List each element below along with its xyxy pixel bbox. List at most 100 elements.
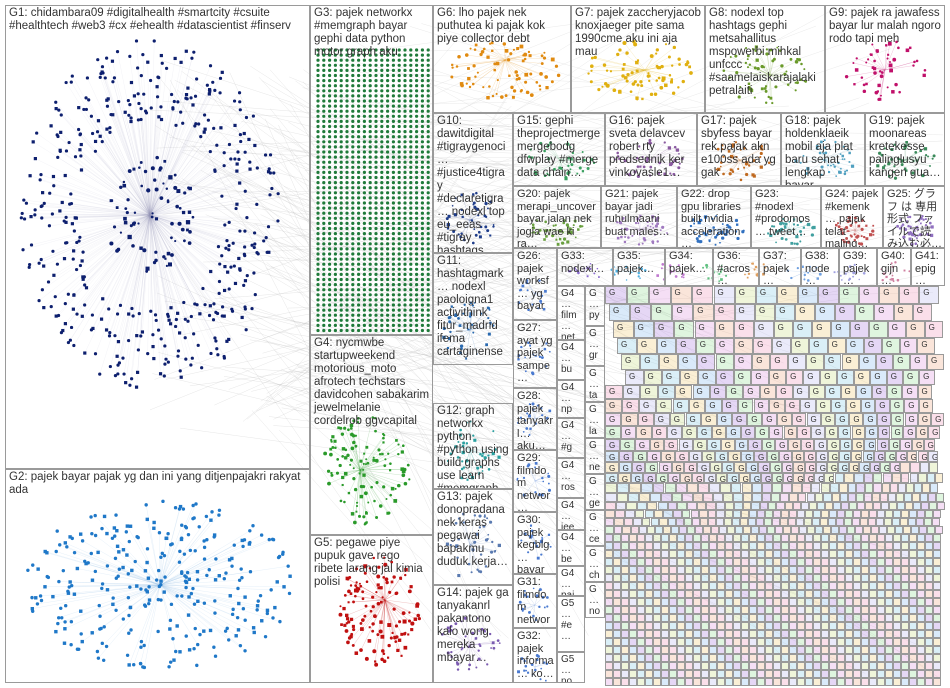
group-label-g60: G… no… [589, 584, 601, 617]
edge [302, 267, 734, 556]
edge [219, 301, 690, 425]
group-panel-g19: G19: pajek moonareas kretekesse palinglu… [865, 113, 945, 186]
group-panel-g20: G20: pajek merapi_uncover bayar jalan ne… [513, 186, 601, 248]
edge [376, 102, 870, 293]
small-group-cell: G [713, 286, 735, 304]
edge [149, 125, 177, 216]
small-group-label: G [897, 306, 904, 315]
small-group-cell: G [831, 321, 851, 339]
small-group-label: G [801, 288, 808, 297]
edge [149, 107, 174, 216]
edge [112, 81, 151, 216]
edge [52, 213, 151, 216]
edge [326, 15, 639, 57]
small-group-cell: G [835, 304, 855, 322]
edge [149, 214, 179, 351]
small-group-cell: G [627, 286, 649, 304]
small-group-label: G [835, 323, 842, 333]
small-group-label: G [621, 340, 628, 350]
group-label-g30: G30: pajek kegblg… bayar… [517, 514, 550, 574]
edge [149, 144, 230, 216]
edge [265, 195, 450, 402]
edge [65, 214, 151, 304]
small-group-label: G [698, 323, 705, 333]
edge [262, 175, 738, 340]
edge [149, 214, 166, 346]
edge [297, 366, 494, 408]
edge [242, 368, 754, 599]
edge [241, 121, 538, 187]
group-label-g57: G… ge… [589, 476, 601, 509]
group-panel-g57: G… ge… [585, 474, 605, 510]
edge [258, 77, 794, 670]
edge [260, 238, 520, 402]
edge [99, 136, 151, 216]
group-panel-g32: G32: pajek informa… ko… [513, 628, 557, 683]
group-panel-g52: G… py… [585, 286, 605, 326]
edge [149, 134, 241, 216]
edge [49, 192, 151, 216]
edge [293, 372, 605, 503]
small-group-label: G [609, 288, 616, 297]
edge [334, 29, 510, 128]
edge [325, 178, 778, 305]
edge [149, 123, 183, 216]
small-group-label: G [718, 306, 725, 315]
edge [288, 368, 537, 436]
edge [149, 214, 258, 253]
group-panel-g16: G16: pajek sveta delavcev robert rty pre… [605, 113, 697, 186]
group-panel-g36: G36: #acros… [713, 248, 759, 286]
edge [181, 178, 938, 677]
group-panel-g47: G4… iee… [557, 498, 585, 530]
small-group-cell: G [854, 304, 875, 322]
small-group-label: G [839, 306, 846, 315]
edge [289, 76, 826, 299]
group-panel-g8: G8: nodexl top hashtags gephi metsahalli… [705, 5, 825, 113]
group-panel-g42: G4… film… net… [557, 286, 585, 340]
small-group-cell: G [648, 286, 671, 304]
small-group-cell: G [924, 321, 943, 339]
edge [149, 145, 217, 216]
edge [149, 125, 196, 216]
edge [228, 187, 783, 390]
edge [243, 192, 601, 340]
edge [86, 109, 151, 216]
edge [76, 214, 151, 315]
small-group-label: G [854, 323, 861, 333]
group-panel-g45: G4… #g… [557, 418, 585, 458]
small-group-cell: G [887, 321, 907, 339]
group-label-g20: G20: pajek merapi_uncover bayar jalan ne… [517, 188, 596, 248]
edge [375, 102, 735, 146]
small-group-label: G [797, 323, 804, 333]
edge [149, 97, 192, 216]
group-panel-g43: G4… bu… [557, 340, 585, 380]
small-group-cell: G [775, 304, 796, 322]
edge [149, 204, 257, 216]
small-group-cell: G [795, 304, 816, 322]
edge [91, 116, 151, 216]
small-group-label: G [758, 306, 766, 315]
group-label-g11: G11: hashtagmark… nodexl paoloigna1 acti… [437, 255, 504, 365]
group-label-g25: G25: グラフ は 専用形式 ファイルで読 み込む必… [887, 188, 942, 248]
small-group-cell: G [797, 286, 819, 304]
edge [425, 204, 810, 227]
small-group-label: G [910, 323, 917, 333]
group-label-g46: G4… ros… sy… [561, 460, 575, 497]
small-group-label: G [928, 323, 935, 333]
edge [342, 5, 671, 230]
edge [80, 133, 151, 216]
edge [273, 224, 679, 420]
edge [44, 203, 151, 216]
edge [272, 219, 559, 528]
edge [149, 214, 225, 357]
edge [391, 18, 915, 200]
edge [384, 222, 447, 231]
edge [177, 89, 571, 483]
edge [98, 120, 151, 216]
edge [76, 214, 151, 219]
edge [149, 92, 221, 216]
edge [84, 214, 151, 354]
edges-layer [21, 5, 943, 677]
group-label-g5: G5: pegawe piye pupuk gave rego ribete l… [314, 537, 423, 588]
